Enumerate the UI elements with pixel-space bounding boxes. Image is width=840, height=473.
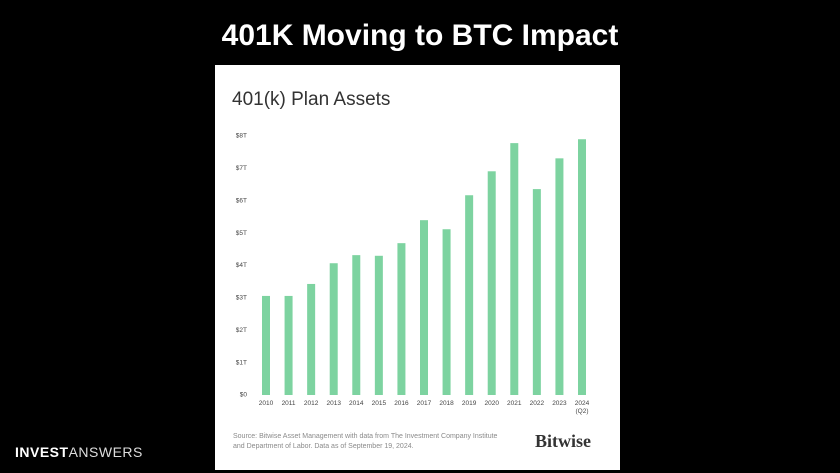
x-tick-label: 2011 [281, 400, 296, 407]
bar [420, 220, 428, 395]
x-tick-label: 2018 [439, 400, 454, 407]
footer-light: ANSWERS [69, 444, 143, 460]
y-tick-label: $3T [236, 295, 247, 302]
x-tick-label: 2014 [349, 400, 364, 407]
logo: Bitwise [535, 431, 591, 451]
x-tick-label: 2016 [394, 400, 409, 407]
bar [578, 139, 586, 395]
source-note: Source: Bitwise Asset Management with da… [233, 433, 498, 450]
bar [487, 171, 496, 395]
slide-title: 401K Moving to BTC Impact [222, 19, 619, 52]
x-tick-label: 2020 [484, 400, 499, 407]
y-tick-label: $4T [236, 262, 247, 269]
y-tick-label: $0 [240, 392, 248, 399]
bar [329, 263, 338, 395]
y-tick-label: $7T [236, 165, 247, 172]
bar [374, 255, 383, 395]
y-tick-label: $1T [236, 359, 247, 366]
bar [465, 195, 474, 395]
x-tick-label: 2023 [552, 400, 567, 407]
bar [532, 189, 541, 395]
y-tick-label: $6T [236, 197, 247, 204]
x-tick-label: 2017 [416, 400, 432, 407]
bar [555, 158, 564, 395]
y-tick-label: $5T [236, 230, 247, 237]
chart-title: 401(k) Plan Assets [232, 89, 390, 110]
bar [510, 143, 519, 395]
bar [262, 295, 270, 395]
bar [352, 255, 361, 395]
x-tick-label: 2019 [461, 400, 477, 407]
bar [442, 229, 451, 395]
x-tick-label: 2021 [507, 400, 522, 407]
footer: INVESTANSWERS [15, 444, 143, 460]
bar [307, 283, 316, 395]
x-tick-label: 2024 (Q2) [574, 400, 590, 415]
x-tick-label: 2015 [371, 400, 387, 407]
y-tick-label: $2T [236, 327, 247, 334]
bar [284, 295, 293, 395]
chart-panel [215, 65, 620, 470]
x-tick-label: 2022 [529, 400, 545, 407]
x-tick-label: 2010 [258, 400, 274, 407]
bar [397, 243, 406, 395]
footer-bold: INVEST [15, 444, 69, 460]
x-tick-label: 2012 [303, 400, 319, 407]
x-tick-label: 2013 [326, 400, 341, 407]
y-tick-label: $8T [236, 133, 247, 140]
